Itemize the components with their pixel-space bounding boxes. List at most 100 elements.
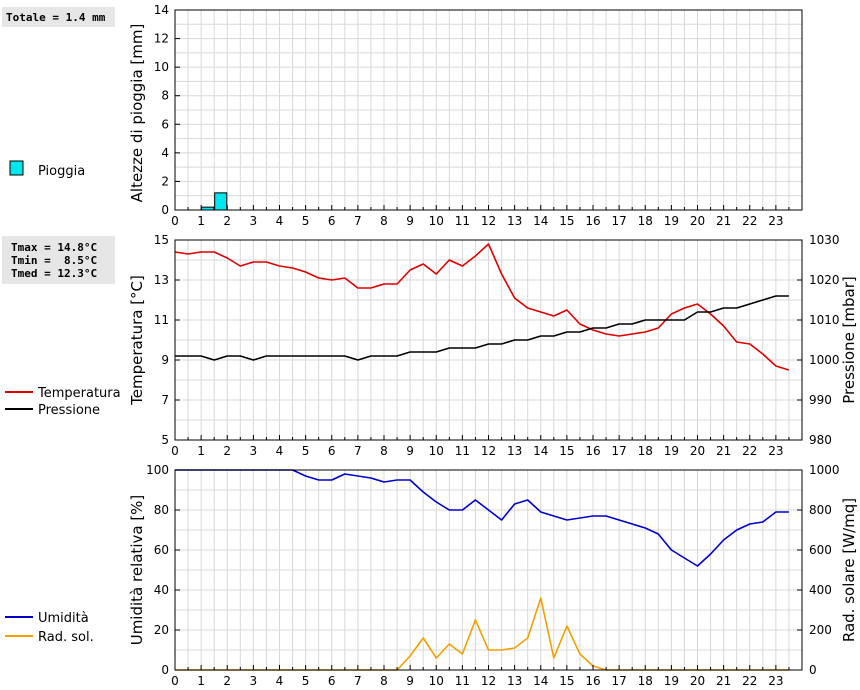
rain-bar [214,192,228,211]
x-tick-label: 12 [481,444,496,458]
x-tick-label: 18 [638,674,653,688]
x-tick-label: 20 [690,444,705,458]
x-tick-label: 9 [406,674,414,688]
y-tick-label: 20 [154,623,169,637]
temp-summary-tmed: Tmed = 12.3°C [11,267,97,280]
temp-summary-box [2,236,115,284]
x-tick-label: 22 [742,444,757,458]
y2-tick-label: 0 [809,663,817,677]
temp-summary-tmin: Tmin = 8.5°C [11,254,97,267]
x-tick-label: 13 [507,214,522,228]
x-tick-label: 21 [716,444,731,458]
temperature-pressure-panel: 0 1 2 3 4 5 6 7 8 9 10 11 12 13 14 15 16 17 18 19 20 21 22 2357… [154,233,840,458]
y-tick-label: 5 [161,433,169,447]
y-tick-label: 4 [161,146,169,160]
rain-panel: 0 1 2 3 4 5 6 7 8 9 10 11 12 13 14 15 16 17 18 19 20 21 22 2302… [154,3,803,228]
y2-tick-label: 600 [809,543,832,557]
x-tick-label: 2 [223,214,231,228]
x-tick-label: 3 [250,674,258,688]
x-tick-label: 14 [533,674,548,688]
x-tick-label: 13 [507,444,522,458]
rain-total-text: Totale = 1.4 mm [6,11,106,24]
y-tick-label: 9 [161,353,169,367]
x-tick-label: 1 [197,444,205,458]
legend-label-pioggia: Pioggia [38,164,85,179]
y2-tick-label: 400 [809,583,832,597]
y2-tick-label: 200 [809,623,832,637]
x-tick-label: 11 [455,444,470,458]
x-tick-label: 15 [559,674,574,688]
pressure-y-axis-label: Pressione [mbar] [840,276,858,404]
y-tick-label: 2 [161,174,169,188]
y-tick-label: 60 [154,543,169,557]
y-tick-label: 8 [161,89,169,103]
temp-y-axis-label: Temperatura [°C] [128,275,146,406]
x-tick-label: 10 [429,674,444,688]
x-tick-label: 14 [533,214,548,228]
x-tick-label: 3 [250,214,258,228]
x-tick-label: 16 [585,674,600,688]
y2-tick-label: 980 [809,433,832,447]
y-tick-label: 7 [161,393,169,407]
x-tick-label: 7 [354,214,362,228]
x-tick-label: 8 [380,214,388,228]
y2-tick-label: 1000 [809,463,840,477]
x-tick-label: 1 [197,674,205,688]
x-tick-label: 17 [611,674,626,688]
x-tick-label: 0 [171,214,179,228]
x-tick-label: 10 [429,214,444,228]
x-tick-label: 7 [354,674,362,688]
x-tick-label: 19 [664,444,679,458]
x-tick-label: 23 [768,444,783,458]
x-tick-label: 17 [611,214,626,228]
y2-tick-label: 800 [809,503,832,517]
y-tick-label: 0 [161,663,169,677]
x-tick-label: 6 [328,444,336,458]
x-tick-label: 3 [250,444,258,458]
x-tick-label: 22 [742,674,757,688]
x-tick-label: 5 [302,214,310,228]
rain-y-axis-label: Altezze di pioggia [mm] [128,24,146,203]
x-tick-label: 2 [223,444,231,458]
x-tick-label: 1 [197,214,205,228]
x-tick-label: 4 [276,214,284,228]
y2-tick-label: 1010 [809,313,840,327]
x-tick-label: 5 [302,674,310,688]
legend-label-temperatura: Temperatura [37,386,121,401]
humidity-y-axis-label: Umidità relativa [%] [128,495,146,646]
x-tick-label: 14 [533,444,548,458]
y-tick-label: 12 [154,32,169,46]
y-tick-label: 80 [154,503,169,517]
y-tick-label: 100 [146,463,169,477]
x-tick-label: 12 [481,674,496,688]
x-tick-label: 6 [328,674,336,688]
y-tick-label: 40 [154,583,169,597]
x-tick-label: 12 [481,214,496,228]
x-tick-label: 0 [171,674,179,688]
x-tick-label: 4 [276,674,284,688]
x-tick-label: 4 [276,444,284,458]
x-tick-label: 22 [742,214,757,228]
series-line-pressione [175,295,789,361]
x-tick-label: 6 [328,214,336,228]
x-tick-label: 21 [716,674,731,688]
x-tick-label: 20 [690,674,705,688]
y-tick-label: 15 [154,233,169,247]
x-tick-label: 20 [690,214,705,228]
x-tick-label: 9 [406,214,414,228]
x-tick-label: 11 [455,214,470,228]
x-tick-label: 16 [585,444,600,458]
temp-summary-tmax: Tmax = 14.8°C [11,241,97,254]
y-tick-label: 14 [154,3,169,17]
y2-tick-label: 1000 [809,353,840,367]
rain-total-box [2,7,115,27]
series-line-temperatura [174,243,790,371]
x-tick-label: 0 [171,444,179,458]
x-tick-label: 15 [559,444,574,458]
legend-label-rad-sol: Rad. sol. [38,630,94,645]
radiation-y-axis-label: Rad. solare [W/mq] [840,498,858,642]
y2-tick-label: 1020 [809,273,840,287]
y2-tick-label: 990 [809,393,832,407]
x-tick-label: 7 [354,444,362,458]
